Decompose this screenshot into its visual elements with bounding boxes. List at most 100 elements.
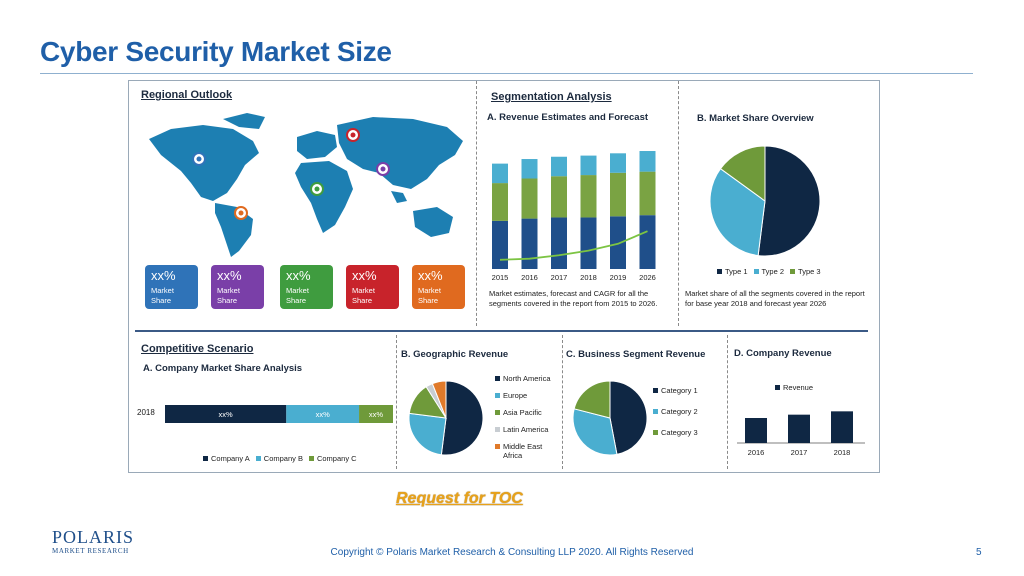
pie-slice xyxy=(573,380,611,419)
legend-swatch xyxy=(790,269,796,274)
pin-icon xyxy=(310,182,324,196)
pie-slice xyxy=(609,380,648,455)
legend-swatch xyxy=(203,456,208,461)
legend-item: Type 1 xyxy=(717,267,748,276)
company-revenue-bar xyxy=(831,411,853,443)
legend-swatch xyxy=(495,393,500,398)
revenue-bar-segment xyxy=(580,175,597,218)
islands-shape xyxy=(391,191,407,203)
trend-line xyxy=(499,230,648,261)
revenue-forecast-note: Market estimates, forecast and CAGR for … xyxy=(489,289,658,308)
company-revenue-title: D. Company Revenue xyxy=(734,348,832,359)
company-share-segment xyxy=(286,405,360,423)
legend-label: Type 2 xyxy=(761,267,785,276)
region-box: xx% Market Share xyxy=(346,265,399,309)
revenue-bar-segment xyxy=(639,171,656,216)
legend-label: Company B xyxy=(263,454,303,463)
regional-outlook-title: Regional Outlook xyxy=(141,89,233,101)
pin-icon xyxy=(192,152,206,166)
legend-label: Type 1 xyxy=(725,267,748,276)
company-share-segment xyxy=(165,405,287,423)
competitive-title: Competitive Scenario xyxy=(141,343,254,355)
company-share-legend: Company A Company B Company C xyxy=(203,448,393,463)
year-tick-label: 2017 xyxy=(551,273,568,282)
infographic-panel: Regional Outlook xx% Market Share xx% Ma… xyxy=(128,80,880,473)
market-share-note: Market share of all the segments covered… xyxy=(685,289,865,308)
revenue-bar-segment xyxy=(521,178,538,219)
legend-item: Type 3 xyxy=(790,267,821,276)
page-number: 5 xyxy=(976,547,982,558)
legend-label: Category 2 xyxy=(661,407,698,416)
year-tick-label: 2026 xyxy=(639,273,656,282)
legend-item: Asia Pacific xyxy=(495,408,563,417)
request-toc-link[interactable]: Request for TOC xyxy=(396,490,523,507)
asia-shape xyxy=(337,117,463,189)
market-share-pie xyxy=(709,145,821,257)
region-pct: xx% xyxy=(217,268,242,283)
revenue-bar-segment xyxy=(551,217,567,269)
legend-item: Revenue xyxy=(775,383,813,392)
pie-slice xyxy=(709,167,766,257)
revenue-bar-segment xyxy=(492,183,508,221)
legend-swatch xyxy=(495,444,500,449)
legend-item: North America xyxy=(495,374,563,383)
business-segment-pie xyxy=(572,380,648,456)
revenue-bar-segment xyxy=(580,217,597,269)
divider xyxy=(476,81,477,326)
pin-icon xyxy=(376,162,390,176)
revenue-bar-segment xyxy=(551,156,567,177)
year-tick-label: 2015 xyxy=(492,273,509,282)
year-tick-label: 2018 xyxy=(580,273,597,282)
legend-swatch xyxy=(308,456,314,461)
year-tick-label: 2019 xyxy=(610,273,627,282)
legend-label: Latin America xyxy=(503,425,549,434)
region-label: Market Share xyxy=(151,286,174,305)
pin-icon xyxy=(234,206,248,220)
legend-label: North America xyxy=(503,374,551,383)
legend-label: Category 3 xyxy=(661,428,698,437)
legend-item: Company C xyxy=(308,454,357,463)
pie-slice xyxy=(572,408,618,456)
company-share-segment xyxy=(359,405,393,423)
legend-swatch xyxy=(495,376,500,381)
divider xyxy=(678,81,679,326)
legend-label: Company A xyxy=(211,454,250,463)
region-pct: xx% xyxy=(286,268,311,283)
legend-swatch xyxy=(653,388,658,393)
revenue-forecast-title: A. Revenue Estimates and Forecast xyxy=(487,112,649,123)
page-title: Cyber Security Market Size xyxy=(40,36,392,67)
revenue-bar-segment xyxy=(580,155,597,176)
legend-swatch xyxy=(495,410,500,415)
pie-slice xyxy=(757,145,821,257)
greenland-shape xyxy=(223,113,265,129)
title-divider xyxy=(40,73,973,74)
region-box: xx% Market Share xyxy=(145,265,198,309)
pie-slice xyxy=(440,380,484,456)
legend-swatch xyxy=(255,456,261,461)
section-divider xyxy=(135,330,868,332)
revenue-bar-segment xyxy=(610,153,626,173)
divider xyxy=(562,335,563,469)
divider xyxy=(396,335,397,469)
market-share-title: B. Market Share Overview xyxy=(697,113,814,124)
legend-item: Category 3 xyxy=(653,428,721,437)
legend-swatch xyxy=(653,409,658,414)
logo: POLARIS MARKET RESEARCH xyxy=(52,527,134,555)
region-pct: xx% xyxy=(418,268,443,283)
revenue-bar-segment xyxy=(492,220,508,269)
legend-item: Category 1 xyxy=(653,386,721,395)
region-box: xx% Market Share xyxy=(280,265,333,309)
legend-label: Asia Pacific xyxy=(503,408,542,417)
europe-shape xyxy=(297,131,337,159)
copyright-text: Copyright © Polaris Market Research & Co… xyxy=(330,547,694,558)
legend-item: Middle East Africa xyxy=(495,442,563,460)
legend-label: Revenue xyxy=(783,383,814,392)
geographic-legend: North America Europe Asia Pacific Latin Ame… xyxy=(495,374,563,464)
revenue-bar-segment xyxy=(610,216,626,269)
market-share-legend: Type 1 Type 2 Type 3 xyxy=(717,261,877,276)
region-label: Market Share xyxy=(352,286,375,305)
business-segment-title: C. Business Segment Revenue xyxy=(566,349,706,360)
logo-name: POLARIS xyxy=(52,527,135,547)
revenue-bar-segment xyxy=(639,215,656,269)
region-label: Market Share xyxy=(286,286,309,305)
